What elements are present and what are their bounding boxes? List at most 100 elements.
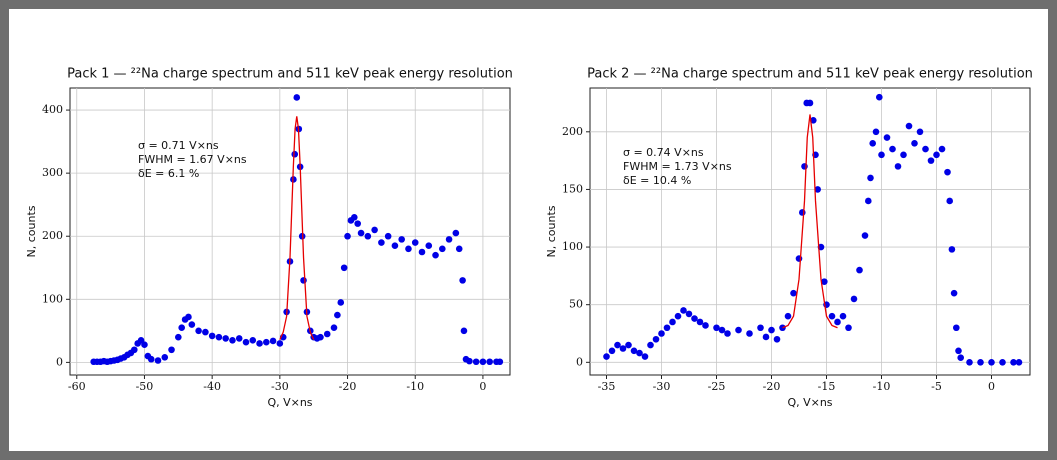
y-tick-label: 300: [42, 166, 63, 179]
data-point: [445, 236, 453, 243]
annotation: FWHM = 1.73 V×ns: [623, 160, 732, 173]
x-tick-label: -20: [339, 380, 357, 393]
data-point: [1015, 359, 1023, 366]
data-point: [472, 358, 480, 366]
data-point: [337, 299, 345, 306]
data-point: [178, 324, 185, 331]
data-point: [340, 264, 348, 272]
data-point: [810, 116, 817, 124]
data-point: [927, 157, 935, 164]
data-point: [735, 326, 742, 334]
x-tick-label: -30: [271, 380, 289, 393]
data-point: [619, 345, 627, 352]
data-point: [641, 353, 649, 360]
data-point: [439, 245, 446, 253]
chart-title: Pack 1 — ²²Na charge spectrum and 511 ke…: [67, 67, 513, 82]
data-point: [354, 220, 361, 227]
y-tick-label: 200: [42, 229, 63, 242]
y-tick-label: 0: [56, 355, 63, 368]
data-point: [867, 174, 874, 182]
annotation: FWHM = 1.67 V×ns: [138, 153, 247, 166]
data-point: [378, 239, 385, 246]
data-point: [351, 214, 358, 221]
data-point: [242, 338, 250, 346]
data-point: [916, 128, 924, 136]
data-point: [702, 322, 709, 329]
x-tick-label: -25: [708, 380, 726, 393]
data-point: [647, 341, 654, 349]
data-point: [330, 324, 338, 331]
data-point: [696, 318, 704, 326]
data-point: [713, 324, 720, 332]
x-axis-label: Q, V×ns: [787, 396, 832, 409]
data-point: [496, 358, 504, 366]
data-point: [768, 326, 775, 334]
data-point: [614, 341, 621, 349]
data-point: [202, 328, 209, 336]
data-point: [425, 242, 433, 249]
data-point: [185, 313, 192, 321]
plot-area: [69, 87, 511, 376]
data-point: [658, 330, 665, 337]
data-point: [799, 209, 806, 216]
data-point: [724, 330, 731, 337]
data-point: [872, 128, 880, 136]
data-point: [466, 357, 473, 365]
data-point: [801, 163, 808, 170]
x-tick-label: 0: [479, 380, 486, 393]
data-point: [195, 327, 202, 335]
data-point: [938, 145, 946, 153]
data-point: [208, 332, 216, 340]
data-point: [300, 277, 307, 284]
x-tick-label: -50: [136, 380, 154, 393]
data-point: [608, 347, 616, 355]
data-point: [276, 340, 284, 347]
data-point: [784, 312, 792, 320]
data-point: [922, 145, 929, 153]
data-point: [317, 333, 324, 341]
data-point: [691, 315, 698, 322]
plot-area: [589, 87, 1031, 376]
data-point: [344, 232, 351, 240]
data-point: [933, 151, 940, 159]
data-point: [757, 324, 764, 332]
data-point: [957, 354, 964, 362]
data-point: [674, 312, 682, 320]
y-axis-label: N, counts: [25, 205, 38, 257]
fit-line: [279, 116, 315, 340]
data-point: [865, 197, 872, 205]
data-point: [669, 318, 676, 326]
data-point: [773, 335, 781, 343]
data-point: [175, 333, 182, 341]
chart-title: Pack 2 — ²²Na charge spectrum and 511 ke…: [587, 67, 1033, 82]
fit-line: [782, 114, 838, 329]
data-point: [263, 338, 270, 346]
data-point: [828, 312, 836, 320]
data-point: [147, 355, 155, 363]
data-point: [364, 232, 372, 240]
data-point: [141, 341, 148, 349]
annotation: δE = 6.1 %: [138, 167, 199, 180]
data-point: [762, 333, 770, 341]
data-point: [323, 330, 331, 338]
data-point: [291, 150, 299, 158]
data-point: [455, 245, 463, 253]
data-point: [806, 99, 814, 107]
x-tick-label: -35: [598, 380, 616, 393]
data-point: [636, 349, 643, 357]
annotation: σ = 0.71 V×ns: [138, 139, 219, 152]
y-axis-label: N, counts: [545, 205, 558, 257]
data-point: [293, 94, 301, 101]
data-point: [946, 197, 953, 205]
data-point: [845, 324, 852, 332]
data-point: [680, 307, 687, 314]
data-point: [900, 151, 907, 159]
data-point: [911, 140, 918, 147]
y-tick-label: 50: [569, 298, 583, 311]
data-point: [814, 186, 821, 193]
data-point: [746, 330, 753, 337]
data-point: [861, 232, 869, 239]
data-point: [418, 248, 426, 256]
data-point: [459, 277, 466, 284]
